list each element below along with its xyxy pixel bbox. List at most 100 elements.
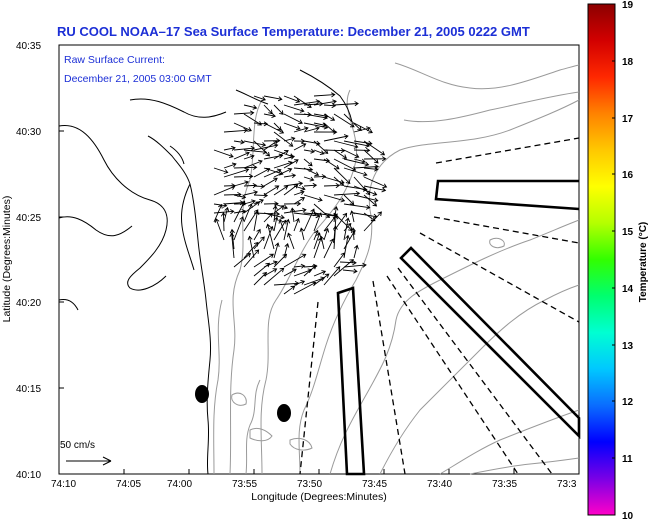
colorbar: 19 18 17 16 15 14 13 12 11 10 Temperatur…	[587, 0, 649, 519]
current-vector	[273, 167, 293, 178]
current-vector	[287, 232, 295, 250]
current-vector	[363, 211, 382, 232]
current-vector	[273, 131, 294, 147]
colorbar-ramp	[587, 3, 616, 516]
current-vector	[243, 190, 259, 196]
current-vector	[273, 185, 289, 196]
current-vector	[283, 184, 299, 196]
current-vector	[343, 217, 351, 241]
current-vector	[213, 167, 229, 174]
colorbar-tick-1: 18	[622, 57, 634, 68]
current-vector	[283, 113, 303, 125]
current-vector	[342, 268, 358, 274]
current-vector	[293, 281, 317, 295]
current-vector	[343, 222, 352, 232]
current-vector	[303, 194, 323, 202]
current-vector	[293, 126, 309, 133]
current-vector	[343, 194, 355, 206]
colorbar-tick-3: 16	[622, 170, 634, 181]
y-axis-label: Latitude (Degrees:Minutes)	[1, 196, 13, 323]
current-vector	[303, 208, 315, 232]
current-vector	[343, 158, 370, 167]
current-vector	[313, 174, 327, 180]
current-vector	[363, 149, 379, 164]
current-vector	[243, 159, 263, 169]
current-vector	[283, 136, 296, 142]
current-vector	[283, 154, 296, 160]
x-tick-8: 73:3	[557, 479, 577, 490]
current-vector	[223, 145, 236, 151]
current-vector	[283, 285, 296, 295]
current-vector	[323, 103, 337, 109]
current-vector	[233, 122, 252, 132]
current-vector	[223, 206, 230, 223]
current-vector	[263, 153, 284, 160]
scale-label: 50 cm/s	[60, 440, 95, 451]
current-vector	[353, 185, 378, 196]
current-vector	[263, 212, 285, 220]
current-vector	[253, 228, 261, 241]
current-vector	[263, 104, 273, 115]
current-vectors	[213, 92, 388, 295]
current-vector	[353, 194, 379, 203]
current-vector	[214, 218, 225, 241]
y-tick-4: 40:15	[16, 384, 41, 395]
current-vector	[243, 203, 253, 223]
current-vector	[263, 267, 285, 286]
current-vector	[263, 95, 283, 102]
colorbar-tick-7: 12	[622, 397, 634, 408]
current-vector	[233, 151, 250, 160]
current-vector	[253, 95, 266, 102]
current-vector	[323, 134, 349, 142]
colorbar-tick-4: 15	[622, 227, 634, 238]
current-vector	[213, 185, 236, 196]
current-vector	[273, 205, 285, 214]
current-vector	[293, 95, 312, 108]
colorbar-tick-2: 17	[622, 114, 634, 125]
current-vector	[253, 236, 265, 250]
colorbar-tick-8: 11	[622, 454, 633, 465]
current-label: Raw Surface Current:	[64, 54, 165, 66]
current-vector	[293, 268, 313, 277]
current-vector	[333, 113, 355, 128]
current-vector	[253, 210, 260, 232]
current-vector	[303, 158, 313, 167]
current-vector	[353, 122, 373, 134]
current-vector	[350, 227, 356, 241]
current-vector	[233, 194, 247, 200]
site-marker-east	[277, 404, 291, 422]
current-vector	[293, 263, 306, 269]
current-vector	[272, 205, 278, 223]
current-vector	[363, 212, 376, 222]
current-vector	[273, 242, 280, 259]
survey-regions	[336, 179, 581, 476]
current-vector	[303, 113, 328, 121]
current-vector	[313, 229, 319, 241]
current-vector	[293, 197, 306, 205]
current-vector	[283, 253, 307, 268]
survey-lines	[299, 137, 580, 475]
current-vector	[223, 167, 250, 178]
current-vector	[273, 219, 287, 241]
current-vector	[303, 182, 318, 188]
current-vector	[283, 201, 302, 207]
current-vector	[333, 191, 361, 197]
current-vector	[363, 166, 379, 172]
current-vector	[283, 122, 301, 131]
current-vector	[253, 143, 279, 151]
current-vector	[353, 126, 371, 133]
current-vector	[333, 167, 351, 184]
x-tick-2: 74:00	[167, 479, 192, 490]
colorbar-tick-9: 10	[622, 511, 634, 519]
current-vector	[313, 129, 338, 135]
x-tick-7: 73:35	[492, 479, 517, 490]
current-vector	[293, 99, 321, 106]
current-vector	[333, 149, 348, 159]
current-vector	[313, 232, 321, 250]
x-tick-6: 73:40	[427, 479, 452, 490]
colorbar-tick-5: 14	[622, 284, 634, 295]
current-vector	[243, 199, 256, 205]
current-vector	[283, 268, 297, 277]
current-vector	[233, 209, 247, 215]
current-vector	[278, 218, 285, 232]
